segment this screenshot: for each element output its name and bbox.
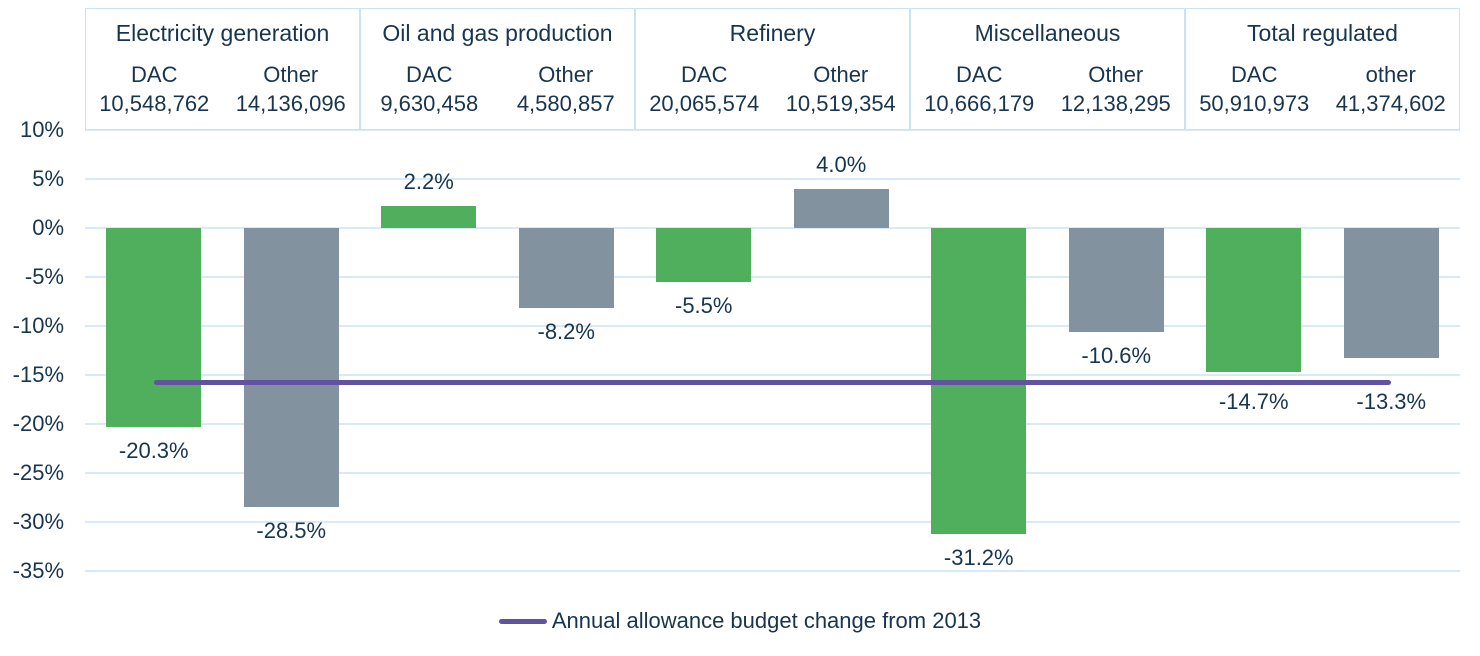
group-subtotal-other: Other 12,138,295 — [1048, 61, 1185, 118]
series-label: Other — [263, 62, 319, 87]
series-label: DAC — [406, 62, 453, 87]
series-label: DAC — [681, 62, 728, 87]
group-header-box: Miscellaneous DAC 10,666,179 Other 12,138,29… — [910, 8, 1185, 130]
group-title: Miscellaneous — [974, 20, 1121, 46]
bar-dac — [1206, 228, 1302, 373]
y-gridline — [85, 472, 1460, 474]
y-gridline — [85, 423, 1460, 425]
group-subtotals-row: DAC 9,630,458 Other 4,580,857 — [361, 61, 634, 118]
y-gridline — [85, 325, 1460, 327]
y-gridline — [85, 570, 1460, 572]
bar-value-label: -5.5% — [675, 292, 733, 318]
bar-value-label: -31.2% — [943, 544, 1014, 570]
y-axis-tick-label: -25% — [12, 460, 64, 485]
series-label: DAC — [131, 62, 178, 87]
group-subtotal-dac: DAC 20,065,574 — [636, 61, 773, 118]
bar-dac — [381, 206, 477, 228]
series-total: 10,548,762 — [99, 91, 210, 116]
group-subtotal-other: Other 4,580,857 — [498, 61, 635, 118]
y-axis-tick-label: -30% — [12, 509, 64, 534]
group-header-box: Refinery DAC 20,065,574 Other 10,519,354 — [635, 8, 910, 130]
series-total: 4,580,857 — [516, 91, 615, 116]
group-subtotals-row: DAC 10,548,762 Other 14,136,096 — [86, 61, 359, 118]
bar-other — [793, 188, 889, 228]
group-subtotal-dac: DAC 50,910,973 — [1186, 61, 1323, 118]
y-gridline — [85, 521, 1460, 523]
group-subtotals-row: DAC 20,065,574 Other 10,519,354 — [636, 61, 909, 118]
series-total: 50,910,973 — [1199, 91, 1310, 116]
group-subtotal-other: other 41,374,602 — [1323, 61, 1460, 118]
bar-value-label: -20.3% — [118, 437, 189, 463]
reference-line — [153, 380, 1392, 386]
bar-value-label: -28.5% — [256, 518, 327, 544]
group-subtotals-row: DAC 10,666,179 Other 12,138,295 — [911, 61, 1184, 118]
bar-other — [1343, 228, 1439, 359]
bar-dac — [106, 228, 202, 427]
reference-line-legend-swatch-icon — [498, 618, 547, 624]
series-total: 14,136,096 — [235, 91, 346, 116]
series-total: 12,138,295 — [1060, 91, 1171, 116]
bar-value-label: 2.2% — [403, 169, 454, 195]
legend: Annual allowance budget change from 2013 — [0, 606, 1480, 636]
bar-value-label: -10.6% — [1081, 342, 1152, 368]
y-axis-tick-label: -35% — [12, 558, 64, 583]
bar-value-label: -8.2% — [537, 319, 595, 345]
group-subtotals-row: DAC 50,910,973 other 41,374,602 — [1186, 61, 1459, 118]
series-total: 10,519,354 — [785, 91, 896, 116]
group-header-box: Total regulated DAC 50,910,973 other 41,374,… — [1185, 8, 1460, 130]
series-label: other — [1365, 62, 1416, 87]
y-gridline — [85, 227, 1460, 229]
group-subtotal-dac: DAC 9,630,458 — [361, 61, 498, 118]
series-total: 10,666,179 — [924, 91, 1035, 116]
group-title: Refinery — [729, 20, 816, 46]
bar-value-label: -14.7% — [1218, 388, 1289, 414]
bar-other — [518, 228, 614, 309]
y-axis-tick-label: -10% — [12, 313, 64, 338]
group-subtotal-dac: DAC 10,548,762 — [86, 61, 223, 118]
bar-dac — [656, 228, 752, 282]
y-axis-tick-label: -5% — [24, 264, 64, 289]
series-label: Other — [813, 62, 869, 87]
bar-value-label: 4.0% — [816, 151, 867, 177]
series-label: Other — [1088, 62, 1144, 87]
y-gridline — [85, 374, 1460, 376]
group-title: Electricity generation — [115, 20, 330, 46]
group-subtotal-other: Other 14,136,096 — [223, 61, 360, 118]
series-total: 41,374,602 — [1335, 91, 1446, 116]
group-header-box: Oil and gas production DAC 9,630,458 Other 4… — [360, 8, 635, 130]
series-total: 9,630,458 — [380, 91, 479, 116]
group-header-box: Electricity generation DAC 10,548,762 Other… — [85, 8, 360, 130]
series-label: DAC — [956, 62, 1003, 87]
group-subtotal-dac: DAC 10,666,179 — [911, 61, 1048, 118]
group-title: Oil and gas production — [382, 20, 613, 46]
y-axis-tick-label: 5% — [32, 166, 64, 191]
y-gridline — [85, 129, 1460, 131]
group-subtotal-other: Other 10,519,354 — [773, 61, 910, 118]
y-axis-tick-label: 0% — [32, 215, 64, 240]
y-axis-tick-label: 10% — [19, 117, 64, 142]
y-axis-tick-label: -15% — [12, 362, 64, 387]
y-gridline — [85, 276, 1460, 278]
y-axis-tick-label: -20% — [12, 411, 64, 436]
group-title: Total regulated — [1247, 20, 1398, 46]
bar-other — [243, 228, 339, 508]
bar-value-label: -13.3% — [1356, 388, 1427, 414]
series-total: 20,065,574 — [649, 91, 760, 116]
series-label: Other — [538, 62, 594, 87]
series-label: DAC — [1231, 62, 1278, 87]
y-gridline — [85, 178, 1460, 180]
bar-other — [1068, 228, 1164, 332]
legend-label: Annual allowance budget change from 2013 — [551, 608, 982, 633]
